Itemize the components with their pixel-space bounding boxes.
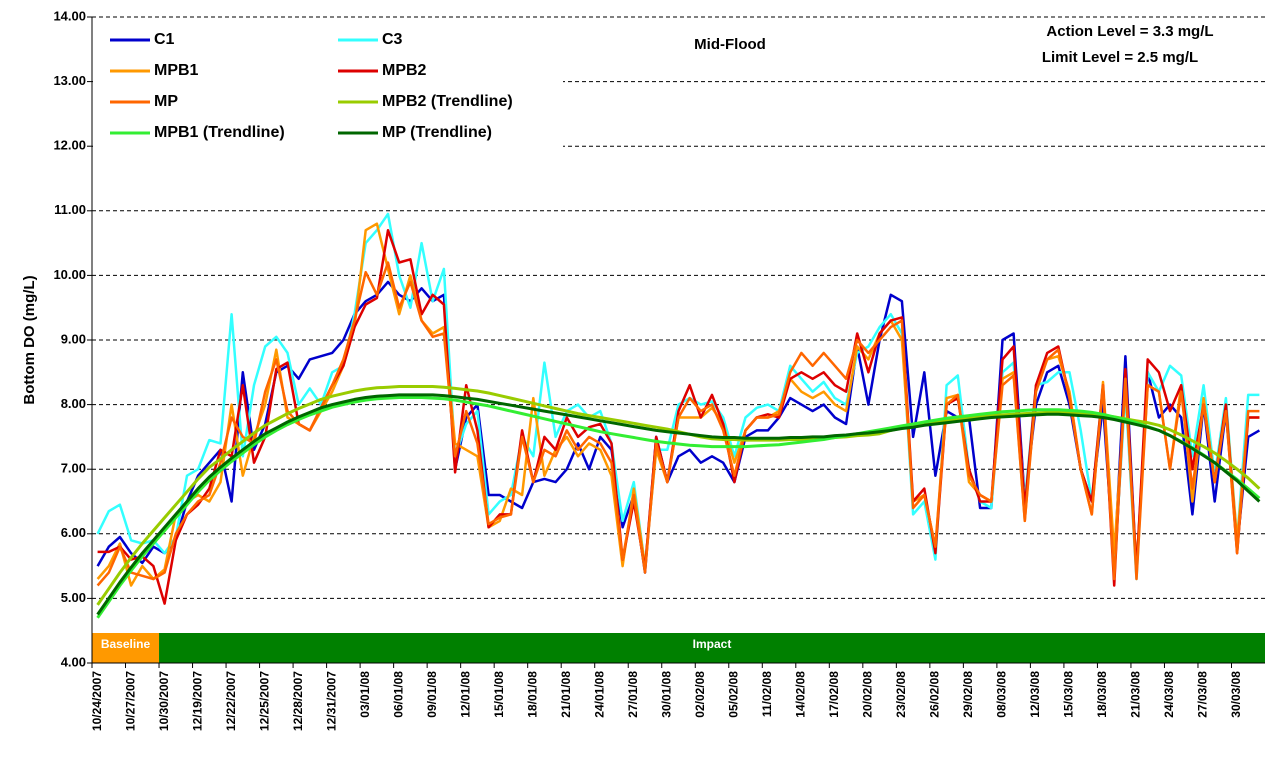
x-tick-label: 10/30/2007 <box>157 671 171 731</box>
x-tick-label: 21/01/08 <box>559 671 573 718</box>
x-tick-label: 15/01/08 <box>492 671 506 718</box>
y-tick-label: 14.00 <box>53 8 86 23</box>
series-line <box>96 396 1261 619</box>
x-tick-label: 18/03/08 <box>1095 671 1109 718</box>
x-tick-label: 12/31/2007 <box>324 671 338 731</box>
x-tick-label: 27/03/08 <box>1196 671 1210 718</box>
legend-label: MPB2 (Trendline) <box>382 93 513 110</box>
y-tick-label: 10.00 <box>53 267 86 282</box>
series-line <box>96 280 1261 574</box>
x-tick-label: 05/02/08 <box>727 671 741 718</box>
y-tick-label: 11.00 <box>54 202 86 217</box>
y-tick-label: 4.00 <box>61 654 86 669</box>
x-tick-label: 29/02/08 <box>961 671 975 718</box>
x-tick-label: 18/01/08 <box>525 671 539 718</box>
x-tick-label: 06/01/08 <box>391 671 405 718</box>
annotation: Action Level = 3.3 mg/L <box>1046 23 1213 40</box>
y-tick-label: 8.00 <box>61 396 86 411</box>
annotation: Limit Level = 2.5 mg/L <box>1042 49 1198 66</box>
x-tick-label: 11/02/08 <box>760 671 774 717</box>
series-line <box>96 212 1260 581</box>
series-line <box>96 393 1261 616</box>
x-tick-label: 08/03/08 <box>995 671 1009 718</box>
x-tick-label: 12/19/2007 <box>190 671 204 731</box>
x-tick-label: 30/01/08 <box>660 671 674 718</box>
x-tick-label: 20/02/08 <box>861 671 875 718</box>
annotation: Mid-Flood <box>694 36 766 53</box>
x-tick-label: 10/27/2007 <box>123 671 137 731</box>
y-tick-label: 13.00 <box>53 73 86 88</box>
period-label: Impact <box>693 637 732 651</box>
x-tick-label: 17/02/08 <box>827 671 841 718</box>
x-tick-label: 12/22/2007 <box>224 671 238 731</box>
x-tick-label: 23/02/08 <box>894 671 908 718</box>
period-band <box>159 633 1265 663</box>
x-tick-label: 10/24/2007 <box>90 671 104 731</box>
x-tick-label: 09/01/08 <box>425 671 439 718</box>
legend-label: MP <box>154 93 178 110</box>
x-tick-label: 26/02/08 <box>928 671 942 718</box>
legend-box <box>93 19 563 149</box>
y-tick-label: 5.00 <box>61 590 86 605</box>
y-tick-label: 7.00 <box>61 461 86 476</box>
x-tick-label: 15/03/08 <box>1062 671 1076 718</box>
legend-label: MPB1 (Trendline) <box>154 124 285 141</box>
y-tick-label: 9.00 <box>61 331 86 346</box>
legend-label: C3 <box>382 31 403 48</box>
x-tick-label: 30/03/08 <box>1229 671 1243 718</box>
x-tick-label: 27/01/08 <box>626 671 640 718</box>
period-band <box>92 633 160 663</box>
x-tick-label: 03/01/08 <box>358 671 372 718</box>
legend-label: MP (Trendline) <box>382 124 492 141</box>
series-line <box>96 261 1260 587</box>
x-tick-label: 12/03/08 <box>1028 671 1042 718</box>
legend-label: MPB2 <box>382 62 427 79</box>
x-tick-label: 12/25/2007 <box>257 671 271 731</box>
x-tick-label: 12/28/2007 <box>291 671 305 731</box>
x-tick-label: 12/01/08 <box>458 671 472 718</box>
x-tick-label: 24/01/08 <box>592 671 606 718</box>
y-tick-label: 12.00 <box>53 138 86 153</box>
legend-label: C1 <box>154 31 175 48</box>
x-tick-label: 21/03/08 <box>1129 671 1143 718</box>
legend-label: MPB1 <box>154 62 199 79</box>
y-axis-label: Bottom DO (mg/L) <box>21 275 38 404</box>
x-tick-label: 24/03/08 <box>1162 671 1176 718</box>
period-label: Baseline <box>101 637 151 651</box>
y-tick-label: 6.00 <box>61 525 86 540</box>
x-tick-label: 02/02/08 <box>693 671 707 718</box>
x-tick-label: 14/02/08 <box>794 671 808 718</box>
